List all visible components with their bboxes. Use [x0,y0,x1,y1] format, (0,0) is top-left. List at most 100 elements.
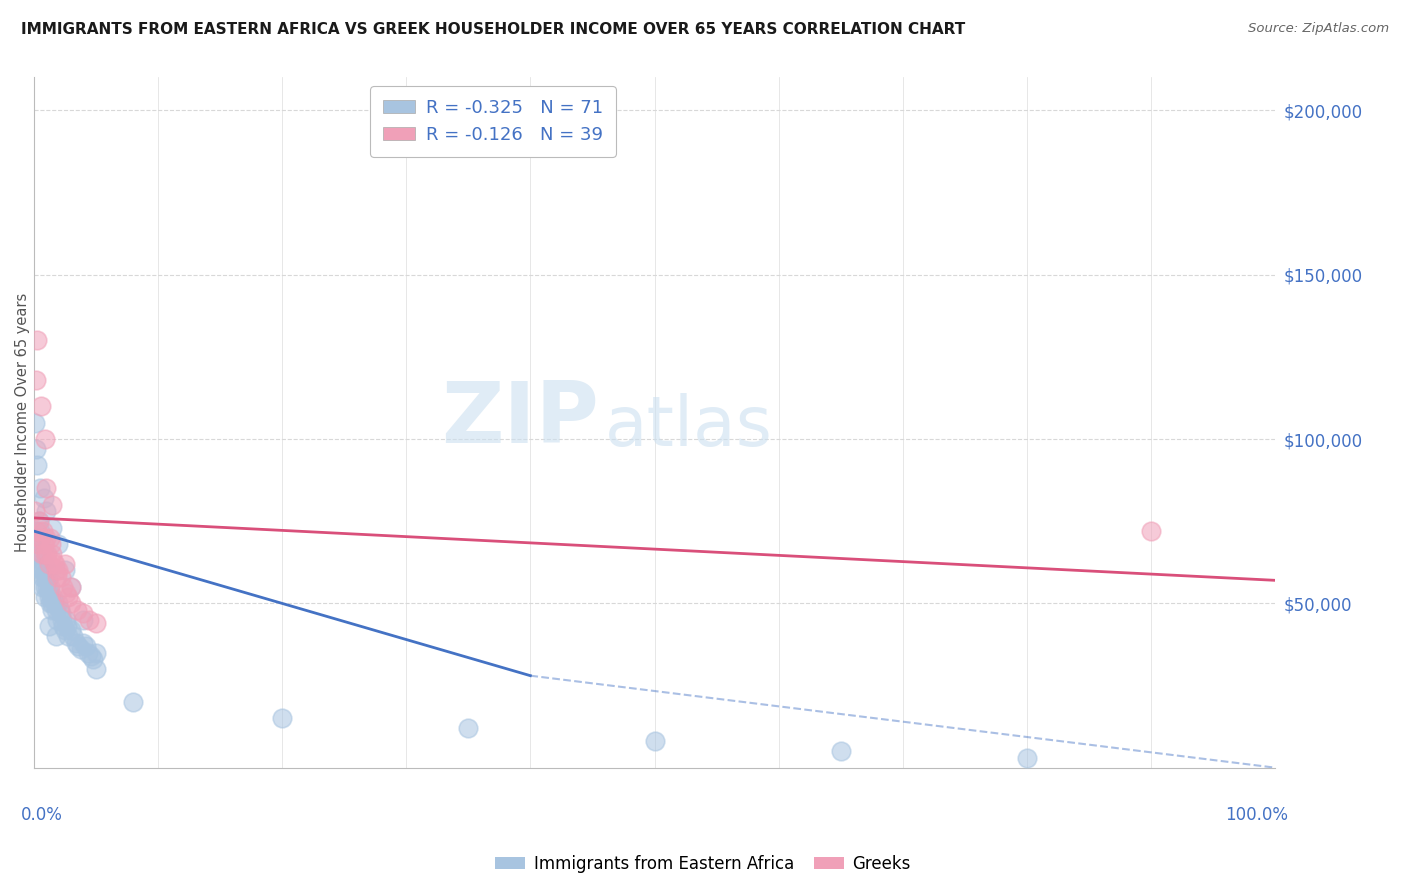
Point [27,537,49,551]
Point [30,399,52,413]
Point [53,564,76,578]
Point [35,531,58,545]
Point [27,531,49,545]
Point [34,432,56,446]
Point [53,557,76,571]
Point [42,590,65,604]
Point [59,596,82,610]
Point [30,531,52,545]
Point [84,646,107,660]
Point [49,606,72,620]
Point [24,504,46,518]
Point [32,557,55,571]
Point [31,570,53,584]
Point [67,639,90,653]
Point [34,547,56,561]
Point [59,580,82,594]
Point [37,547,59,561]
Point [41,547,63,561]
Point [27,458,49,473]
Point [34,580,56,594]
Point [48,596,70,610]
Point [62,629,84,643]
Point [24,4,46,19]
Point [37,574,59,588]
Point [41,603,63,617]
Text: 100.0%: 100.0% [1225,805,1288,823]
Point [48,603,70,617]
Point [84,616,107,631]
Point [38,583,60,598]
Point [77,646,100,660]
Point [38,596,60,610]
Point [51,613,73,627]
Point [25,547,48,561]
Point [58,629,80,643]
Point [72,636,94,650]
Point [82,652,104,666]
Point [46,613,69,627]
Point [39,537,62,551]
Point [41,498,63,512]
Text: ZIP: ZIP [441,377,599,460]
Point [25,373,48,387]
Point [44,557,66,571]
Point [35,570,58,584]
Point [46,570,69,584]
Y-axis label: Householder Income Over 65 years: Householder Income Over 65 years [15,293,30,552]
Point [48,537,70,551]
Point [79,613,101,627]
Point [31,547,53,561]
Text: IMMIGRANTS FROM EASTERN AFRICA VS GREEK HOUSEHOLDER INCOME OVER 65 YEARS CORRELA: IMMIGRANTS FROM EASTERN AFRICA VS GREEK … [21,22,966,37]
Point [1015,751,1038,765]
Point [52,580,75,594]
Point [25,524,48,538]
Point [48,564,70,578]
Point [41,596,63,610]
Point [32,491,55,505]
Point [52,619,75,633]
Point [27,557,49,571]
Point [69,642,91,657]
Point [84,662,107,676]
Point [58,590,80,604]
Point [31,580,53,594]
Point [122,695,145,709]
Point [32,537,55,551]
Legend: Immigrants from Eastern Africa, Greeks: Immigrants from Eastern Africa, Greeks [489,848,917,880]
Point [39,580,62,594]
Point [37,564,59,578]
Point [75,639,97,653]
Point [32,524,55,538]
Point [44,596,66,610]
Point [38,557,60,571]
Point [55,613,77,627]
Point [53,623,76,637]
Point [271,711,294,725]
Point [24,524,46,538]
Point [457,721,479,735]
Point [41,521,63,535]
Point [42,554,65,568]
Point [27,514,49,528]
Point [28,481,51,495]
Point [28,524,51,538]
Point [59,623,82,637]
Point [1140,524,1163,538]
Point [72,606,94,620]
Point [644,734,666,748]
Point [25,442,48,456]
Point [38,531,60,545]
Text: 0.0%: 0.0% [21,805,63,823]
Point [38,619,60,633]
Point [27,334,49,348]
Point [56,619,79,633]
Point [34,590,56,604]
Point [32,570,55,584]
Point [49,570,72,584]
Point [30,547,52,561]
Point [80,648,103,663]
Point [45,629,67,643]
Point [28,537,51,551]
Point [35,504,58,518]
